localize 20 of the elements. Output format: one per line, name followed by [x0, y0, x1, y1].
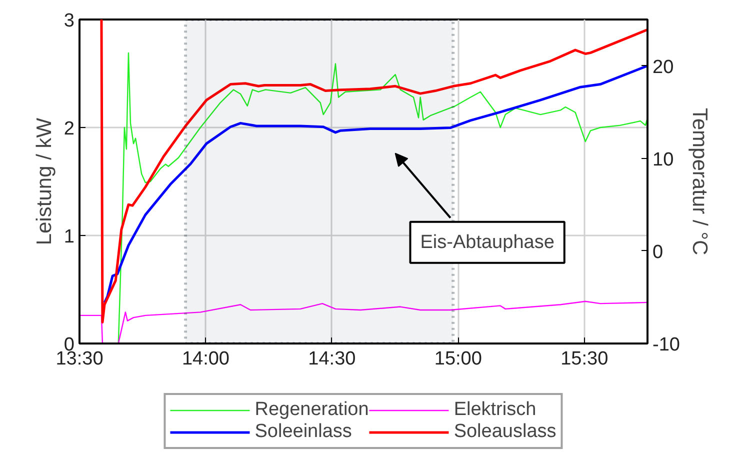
- legend-label: Regeneration: [254, 399, 369, 421]
- annotation: Eis-Abtauphase: [420, 232, 554, 253]
- legend-label: Elektrisch: [454, 399, 536, 421]
- y-tick-label: 2: [64, 118, 75, 140]
- y2-tick-label: 10: [652, 149, 674, 170]
- x-tick-label: 14:00: [182, 348, 230, 370]
- legend-label: Soleeinlass: [254, 421, 352, 443]
- x-tick-label: 15:00: [434, 348, 482, 370]
- line-series: [100, 20, 648, 324]
- y2-tick-label: 0: [652, 242, 664, 263]
- y2-tick-label: 20: [652, 56, 674, 78]
- legend-label: Soleauslass: [454, 421, 556, 443]
- y-tick-label: 3: [64, 10, 75, 32]
- y2-axis-title: Temperatur / °C: [688, 108, 711, 256]
- x-tick-label: 15:30: [560, 348, 608, 370]
- y-axis-title: Leistung / kW: [32, 118, 56, 246]
- line-series: [103, 64, 648, 304]
- y-tick-label: 1: [64, 226, 75, 248]
- x-tick-label: 14:30: [308, 348, 356, 370]
- y2-tick-label: -10: [652, 334, 680, 356]
